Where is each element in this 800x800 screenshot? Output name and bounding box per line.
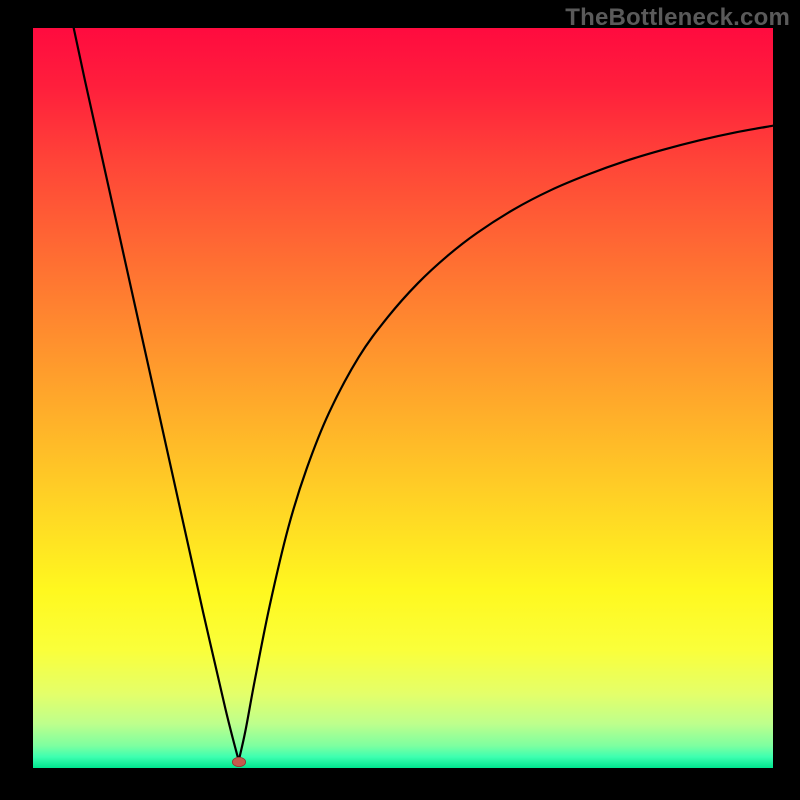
min-point-marker xyxy=(232,757,246,767)
series-right-limb xyxy=(239,126,773,761)
curve-layer xyxy=(33,28,773,768)
figure-canvas: TheBottleneck.com xyxy=(0,0,800,800)
plot-area xyxy=(33,28,773,768)
watermark-text: TheBottleneck.com xyxy=(565,4,790,32)
series-left-limb xyxy=(74,28,239,761)
